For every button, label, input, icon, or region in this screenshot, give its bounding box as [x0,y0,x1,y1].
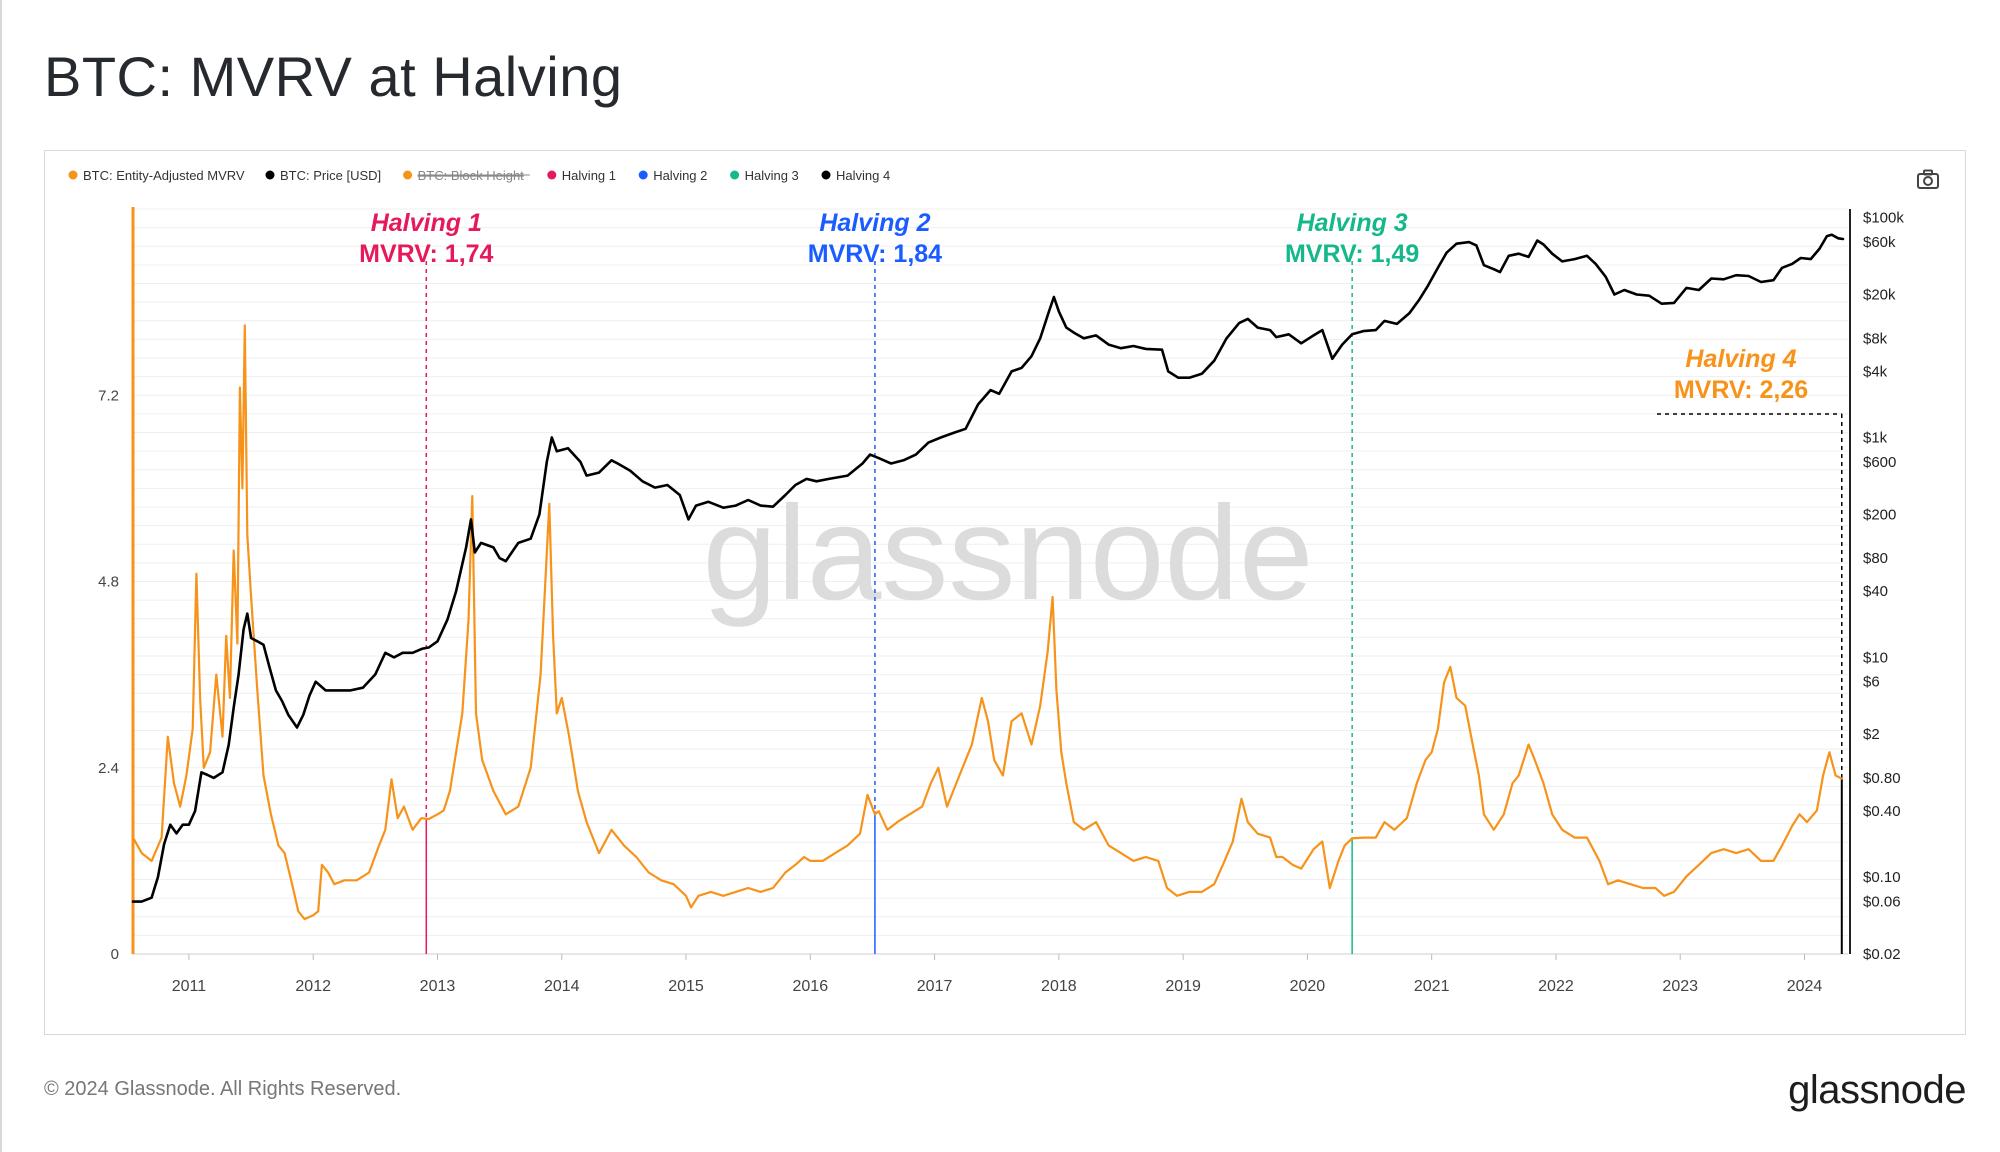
halving-mvrv-value: MVRV: 1,84 [808,240,942,268]
legend-item-label: Halving 2 [653,168,707,183]
page-left-border [0,0,2,1152]
halving-mvrv-value: MVRV: 1,49 [1285,240,1419,268]
legend-marker [821,170,831,180]
halving-title: Halving 3 [1297,209,1408,237]
y-right-tick-label: $20k [1863,287,1896,304]
glassnode-watermark: glassnode [703,479,1314,628]
y-right-tick-label: $1k [1863,430,1888,447]
y-right-tick-label: $10 [1863,649,1888,666]
legend: BTC: Entity-Adjusted MVRV BTC: Price [USD… [68,168,890,183]
y-left-tick-label: 0 [111,946,119,963]
legend-marker [638,170,648,180]
y-right-tick-label: $80 [1863,550,1888,567]
x-tick-label: 2014 [544,978,580,995]
y-right-tick-label: $0.40 [1863,803,1901,820]
legend-item-label: BTC: Price [USD] [280,168,381,183]
halving-markers [425,261,1843,954]
y-right-tick-label: $2 [1863,726,1880,743]
legend-marker [265,170,275,180]
page-title: BTC: MVRV at Halving [44,45,623,108]
legend-item-label: Halving 3 [745,168,799,183]
y-right-tick-label: $200 [1863,506,1896,523]
y-left-tick-label: 2.4 [98,760,119,777]
x-tick-label: 2017 [917,978,953,995]
legend-marker [730,170,740,180]
y-right-tick-label: $0.06 [1863,894,1901,911]
y-right-tick-label: $6 [1863,674,1880,691]
y-right-tick-label: $100k [1863,210,1904,227]
halving-title: Halving 2 [819,209,930,237]
halving-title: Halving 4 [1685,345,1796,373]
halving-mvrv-value: MVRV: 2,26 [1674,376,1808,404]
legend-item-label: Halving 1 [562,168,616,183]
glassnode-logo[interactable]: glassnode [1788,1068,1966,1112]
y-right-tick-label: $600 [1863,454,1896,471]
gridlines [133,208,1848,955]
axes: 2011 2012 2013 2014 2015 2016 2017 2018 2019 2020… [98,207,1904,995]
series [131,233,1845,921]
y-right-tick-label: $40 [1863,583,1888,600]
x-tick-label: 2019 [1165,978,1201,995]
y-right-tick-label: $0.02 [1863,946,1901,963]
x-tick-label: 2024 [1787,978,1823,995]
x-tick-label: 2022 [1538,978,1574,995]
x-tick-label: 2021 [1414,978,1450,995]
mvrv-price-chart: glassnode BTC: Entity-Adjusted MVRV BTC: … [68,168,1904,995]
legend-marker [403,170,413,180]
x-tick-label: 2013 [420,978,456,995]
camera-icon[interactable] [1915,166,1941,192]
x-tick-label: 2012 [295,978,331,995]
y-right-tick-label: $0.80 [1863,770,1901,787]
copyright-text: © 2024 Glassnode. All Rights Reserved. [44,1078,402,1100]
legend-marker [547,170,557,180]
y-right-tick-label: $60k [1863,234,1896,251]
mvrv-series-line [131,324,1843,921]
legend-item-label: BTC: Entity-Adjusted MVRV [83,168,245,183]
y-left-tick-label: 7.2 [98,387,119,404]
legend-marker [68,170,78,180]
y-left-tick-label: 4.8 [98,574,119,591]
halving-mvrv-value: MVRV: 1,74 [359,240,493,268]
y-right-tick-label: $0.10 [1863,869,1901,886]
halving-annotations: Halving 1 MVRV: 1,74 Halving 2 MVRV: 1,84 Ha… [359,209,1808,404]
x-tick-label: 2011 [172,978,207,995]
x-tick-label: 2015 [668,978,704,995]
x-tick-label: 2018 [1041,978,1077,995]
chart-panel: glassnode BTC: Entity-Adjusted MVRV BTC: … [44,150,1966,1035]
price-series-line [131,233,1845,903]
y-right-tick-label: $4k [1863,363,1888,380]
x-tick-label: 2016 [793,978,829,995]
halving-title: Halving 1 [371,209,482,237]
y-right-tick-label: $8k [1863,330,1888,347]
legend-item-label: Halving 4 [836,168,890,183]
x-tick-label: 2020 [1290,978,1326,995]
x-tick-label: 2023 [1662,978,1698,995]
